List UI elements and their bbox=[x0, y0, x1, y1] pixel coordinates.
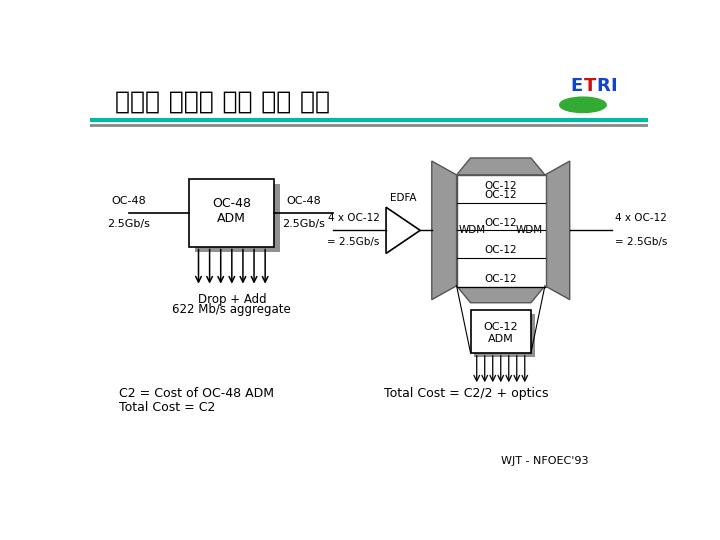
Bar bbox=[456, 175, 546, 287]
Text: 622 Mb/s aggregate: 622 Mb/s aggregate bbox=[173, 303, 291, 316]
Bar bbox=[189, 179, 274, 247]
Bar bbox=[471, 310, 531, 353]
Bar bbox=[474, 314, 535, 356]
Text: E: E bbox=[570, 77, 582, 96]
Text: T: T bbox=[584, 77, 596, 96]
Bar bbox=[194, 184, 280, 252]
Polygon shape bbox=[545, 161, 570, 300]
Text: R: R bbox=[597, 77, 611, 96]
Polygon shape bbox=[456, 286, 545, 303]
Text: ADM: ADM bbox=[217, 212, 246, 225]
Text: WDM: WDM bbox=[516, 225, 543, 235]
Text: OC-48: OC-48 bbox=[112, 197, 146, 206]
Ellipse shape bbox=[559, 97, 606, 112]
Text: 4 x OC-12: 4 x OC-12 bbox=[615, 213, 667, 224]
Polygon shape bbox=[432, 161, 456, 300]
Text: OC-12: OC-12 bbox=[483, 321, 518, 332]
Text: OC-48: OC-48 bbox=[212, 197, 251, 210]
Text: WJT - NFOEC'93: WJT - NFOEC'93 bbox=[500, 456, 588, 466]
Text: OC-48: OC-48 bbox=[287, 197, 321, 206]
Text: = 2.5Gb/s: = 2.5Gb/s bbox=[328, 237, 380, 247]
Polygon shape bbox=[456, 158, 545, 175]
Text: WDM: WDM bbox=[459, 225, 486, 235]
Text: OC-12: OC-12 bbox=[485, 181, 517, 191]
Text: C2 = Cost of OC-48 ADM: C2 = Cost of OC-48 ADM bbox=[120, 387, 274, 400]
Text: = 2.5Gb/s: = 2.5Gb/s bbox=[615, 237, 667, 247]
Text: 4 x OC-12: 4 x OC-12 bbox=[328, 213, 380, 224]
Text: I: I bbox=[610, 77, 616, 96]
Polygon shape bbox=[386, 207, 420, 253]
Text: 전달망 구성에 따른 가격 비교: 전달망 구성에 따른 가격 비교 bbox=[114, 90, 330, 114]
Text: OC-12: OC-12 bbox=[485, 245, 517, 255]
Text: 2.5Gb/s: 2.5Gb/s bbox=[282, 219, 325, 229]
Text: OC-12: OC-12 bbox=[485, 190, 517, 200]
Text: EDFA: EDFA bbox=[390, 193, 416, 204]
Text: OC-12: OC-12 bbox=[485, 274, 517, 284]
Text: ADM: ADM bbox=[488, 334, 513, 344]
Text: 2.5Gb/s: 2.5Gb/s bbox=[107, 219, 150, 229]
Text: Total Cost = C2/2 + optics: Total Cost = C2/2 + optics bbox=[384, 387, 549, 400]
Text: Total Cost = C2: Total Cost = C2 bbox=[120, 401, 216, 414]
Text: Drop + Add: Drop + Add bbox=[197, 293, 266, 306]
Text: OC-12: OC-12 bbox=[485, 218, 517, 228]
